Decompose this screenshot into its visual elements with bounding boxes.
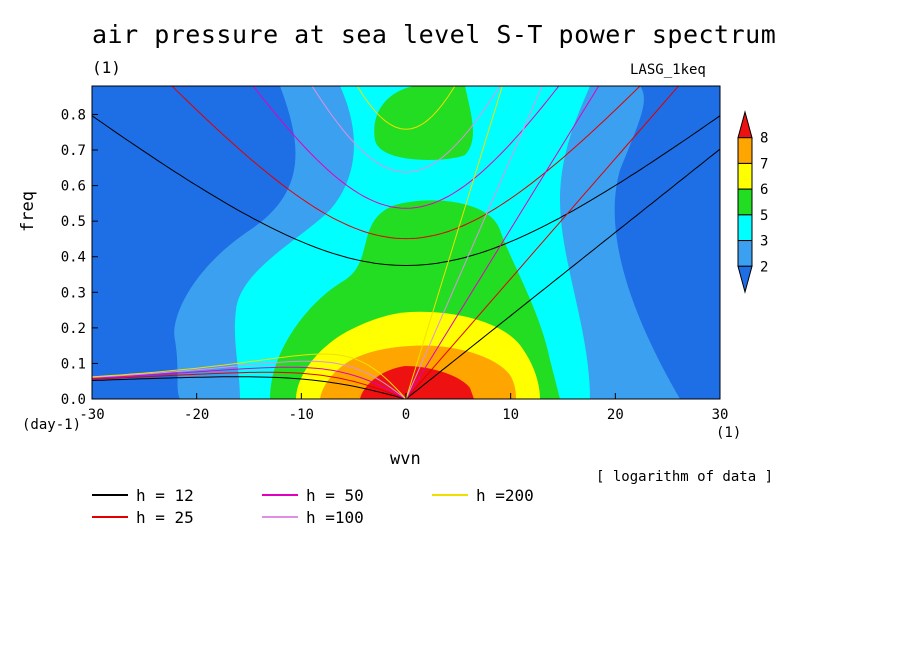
x-tick-label: -10	[289, 407, 314, 423]
legend-label: h = 12	[136, 486, 194, 505]
y-tick-label: 0.6	[61, 179, 86, 195]
x-tick-label: -30	[79, 407, 104, 423]
colorbar-swatch	[737, 240, 753, 267]
legend: h = 12 h = 25 h = 50 h =100 h =200	[92, 486, 534, 527]
y-tick-label: 0.2	[61, 321, 86, 337]
colorbar-label: 2	[760, 259, 768, 275]
contour-level-8	[360, 366, 474, 399]
legend-label: h = 50	[306, 486, 364, 505]
x-axis-label: wvn	[390, 449, 421, 469]
dispersion-curve-kelvin-h100	[405, 86, 543, 399]
y-tick-label: 0.1	[61, 356, 86, 372]
dispersion-curve-kelvin-h200	[405, 86, 503, 399]
plot-area	[92, 86, 720, 399]
x-tick-label: 10	[502, 407, 519, 423]
data-note: [ logarithm of data ]	[596, 469, 774, 485]
contour-level-5	[270, 86, 560, 399]
dispersion-curve-rossby-h25	[92, 371, 407, 399]
dispersion-curve-rossby-h200	[92, 353, 407, 399]
dispersion-curve-rossby-h100	[92, 360, 407, 399]
dispersion-curve-kelvin-h50	[405, 86, 600, 399]
dispersion-curve-inertia-gravity-h12	[92, 115, 720, 267]
colorbar-swatch	[737, 137, 753, 164]
x-tick-label: 30	[712, 407, 729, 423]
model-label: LASG_1keq	[630, 62, 706, 78]
y-tick-label: 0.4	[61, 250, 86, 266]
colorbar-label: 5	[760, 208, 768, 224]
colorbar-label: 8	[760, 131, 768, 147]
colorbar-swatch	[737, 162, 753, 190]
x-tick-label: 0	[402, 407, 410, 423]
colorbar-swatch	[737, 188, 753, 216]
y-unit-label: (day-1)	[22, 417, 82, 433]
colorbar-swatch	[737, 110, 753, 139]
units-label: (1)	[92, 58, 121, 77]
dispersion-curve-inertia-gravity-h50	[252, 86, 560, 209]
colorbar-label: 6	[760, 182, 768, 198]
legend-label: h =100	[306, 508, 364, 527]
dispersion-curve-kelvin-h25	[405, 86, 680, 399]
dispersion-curves	[92, 86, 720, 399]
chart-title: air pressure at sea level S-T power spec…	[92, 20, 777, 49]
colorbar-swatch	[737, 214, 753, 242]
y-tick-label: 0.5	[61, 214, 86, 230]
dispersion-curve-inertia-gravity-h100	[311, 86, 501, 173]
dispersion-curve-rossby-h12	[92, 376, 407, 399]
dispersion-curve-kelvin-h12	[405, 148, 720, 399]
y-tick-label: 0.3	[61, 285, 86, 301]
x-tick-label: -20	[184, 407, 209, 423]
x-axis-ticks: -30 -20 -10 0 10 20 30	[79, 393, 728, 423]
y-tick-label: 0.0	[61, 392, 86, 408]
legend-label: h =200	[476, 486, 534, 505]
colorbar-label: 7	[760, 156, 768, 172]
colorbar: 8 7 6 5 3 2	[737, 110, 768, 294]
dispersion-curve-inertia-gravity-h200	[356, 86, 456, 130]
dispersion-curve-inertia-gravity-h25	[171, 86, 641, 240]
y-axis-ticks: 0.0 0.1 0.2 0.3 0.4 0.5 0.6 0.7 0.8	[61, 107, 98, 408]
y-tick-label: 0.7	[61, 143, 86, 159]
colorbar-swatch	[737, 265, 753, 294]
colorbar-label: 3	[760, 234, 768, 250]
x-tick-label: 20	[607, 407, 624, 423]
x-unit-label: (1)	[716, 425, 742, 441]
dispersion-curve-rossby-h50	[92, 366, 407, 399]
y-tick-label: 0.8	[61, 107, 86, 123]
legend-label: h = 25	[136, 508, 194, 527]
